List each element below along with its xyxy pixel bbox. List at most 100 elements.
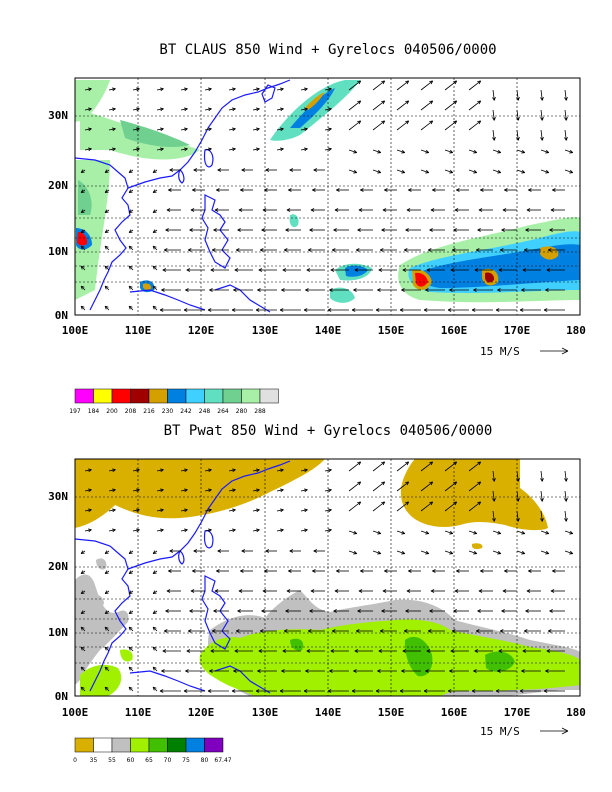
wind-vector: [276, 488, 284, 493]
panel1-reference-vector: 15 M/S: [480, 345, 569, 358]
wind-vector: [492, 89, 496, 101]
wind-vector: [303, 308, 325, 312]
y-tick: 20N: [48, 179, 68, 192]
wind-vector: [152, 626, 158, 632]
wind-vector: [564, 109, 568, 121]
wind-vector: [477, 609, 493, 613]
panel1-y-axis: 30N 20N 10N 0N: [48, 109, 68, 322]
wind-vector: [300, 87, 308, 92]
wind-vector: [522, 649, 541, 653]
wind-vector: [241, 549, 253, 553]
wind-vector: [516, 550, 526, 555]
wind-vector: [550, 589, 565, 593]
wind-vector: [353, 669, 373, 673]
wind-vector: [104, 590, 110, 594]
wind-vector: [540, 530, 550, 535]
wind-vector: [252, 528, 260, 533]
colorbar-label: 80: [201, 757, 209, 764]
wind-vector: [477, 228, 493, 232]
wind-vector: [228, 127, 236, 132]
wind-vector: [104, 646, 110, 652]
wind-vector: [252, 488, 260, 493]
wind-vector: [132, 468, 140, 473]
wind-vector: [128, 686, 134, 692]
wind-vector: [165, 228, 181, 232]
wind-vector: [372, 80, 386, 91]
wind-vector: [334, 589, 349, 593]
wind-vector: [420, 149, 430, 154]
colorbar-swatch: [259, 388, 279, 404]
wind-vector: [166, 208, 181, 212]
wind-vector: [255, 308, 277, 312]
wind-vector: [169, 168, 181, 172]
wind-vector: [540, 129, 544, 141]
wind-vector: [547, 248, 565, 252]
wind-vector: [358, 589, 373, 593]
wind-vector: [204, 468, 212, 473]
wind-vector: [180, 528, 188, 533]
wind-vector: [547, 629, 565, 633]
wind-vector: [189, 609, 205, 613]
wind-vector: [193, 549, 205, 553]
wind-vector: [300, 488, 308, 493]
wind-vector: [468, 149, 478, 154]
wind-vector: [492, 510, 496, 522]
wind-vector: [495, 308, 517, 312]
wind-vector: [550, 208, 565, 212]
wind-vector: [228, 488, 236, 493]
wind-vector: [348, 461, 362, 472]
wind-vector: [492, 530, 502, 535]
wind-vector: [80, 229, 86, 233]
x-tick: 160E: [441, 324, 468, 337]
colorbar-swatch: [222, 388, 242, 404]
wind-vector: [348, 530, 358, 535]
wind-vector: [471, 308, 493, 312]
wind-vector: [214, 208, 229, 212]
wind-vector: [282, 649, 301, 653]
wind-vector: [379, 629, 397, 633]
panel1-wind-vectors: [80, 80, 574, 312]
wind-vector: [425, 669, 445, 673]
wind-vector: [168, 569, 181, 573]
wind-vector: [348, 120, 362, 131]
wind-vector: [504, 188, 517, 192]
wind-vector: [502, 208, 517, 212]
wind-vector: [190, 589, 205, 593]
wind-vector: [521, 669, 541, 673]
wind-vector: [204, 508, 212, 513]
wind-vector: [104, 245, 110, 251]
wind-vector: [545, 669, 565, 673]
wind-vector: [564, 490, 568, 502]
wind-vector: [279, 689, 301, 693]
x-tick: 130E: [252, 706, 279, 719]
wind-vector: [300, 468, 308, 473]
wind-vector: [545, 288, 565, 292]
wind-vector: [327, 308, 349, 312]
wind-vector: [288, 569, 301, 573]
wind-vector: [564, 470, 568, 482]
wind-vector: [84, 508, 92, 513]
wind-vector: [300, 508, 308, 513]
wind-vector: [450, 649, 469, 653]
wind-vector: [444, 481, 458, 492]
wind-vector: [276, 127, 284, 132]
wind-vector: [132, 528, 140, 533]
wind-vector: [310, 589, 325, 593]
wind-vector: [128, 245, 134, 251]
wind-vector: [468, 530, 478, 535]
wind-vector: [405, 609, 421, 613]
wind-vector: [104, 169, 110, 173]
wind-vector: [444, 501, 458, 512]
wind-vector: [211, 629, 229, 633]
wind-vector: [329, 288, 349, 292]
colorbar-label: 208: [125, 408, 137, 415]
wind-vector: [396, 550, 406, 555]
wind-vector: [519, 308, 541, 312]
wind-vector: [169, 549, 181, 553]
wind-vector: [180, 468, 188, 473]
wind-vector: [309, 609, 325, 613]
wind-vector: [283, 629, 301, 633]
wind-vector: [104, 209, 110, 213]
wind-vector: [80, 610, 86, 614]
